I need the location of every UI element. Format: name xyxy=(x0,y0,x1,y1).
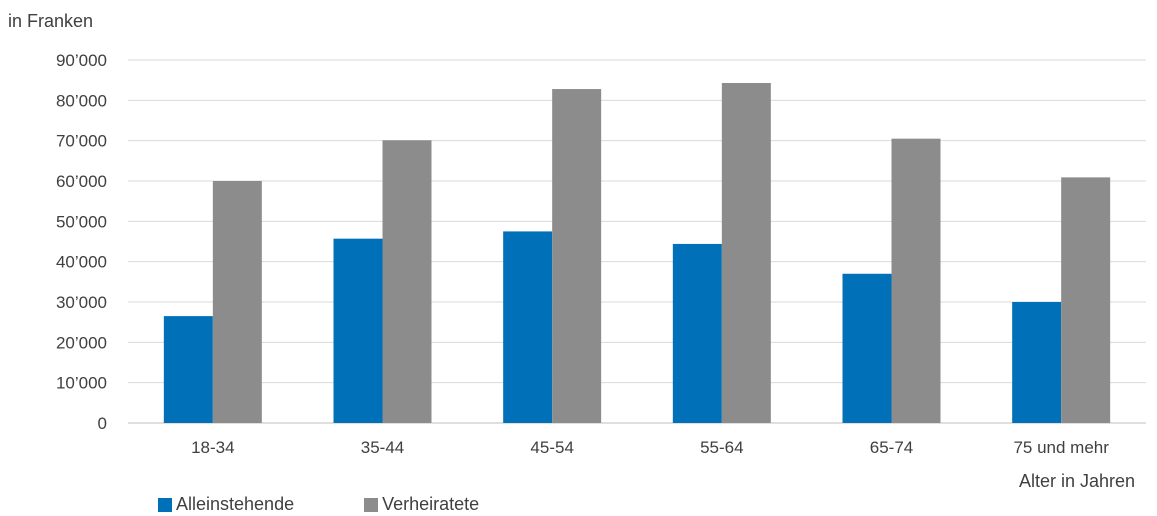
bars xyxy=(163,82,1111,424)
y-tick-label: 40’000 xyxy=(56,253,107,272)
bar-alleinstehende-18-34 xyxy=(163,316,213,423)
y-tick-label: 0 xyxy=(98,414,107,433)
bar-verheiratete-18-34 xyxy=(212,181,262,423)
x-tick-labels: 18-34 35-44 45-54 55-64 65-74 75 und mehr xyxy=(191,438,1109,457)
x-tick-label: 75 und mehr xyxy=(1013,438,1109,457)
legend-label-verheiratete: Verheiratete xyxy=(382,494,480,514)
y-tick-labels: 0 10’000 20’000 30’000 40’000 50’000 60’000 70’… xyxy=(56,51,107,433)
x-tick-label: 55-64 xyxy=(700,438,743,457)
legend: Alleinstehende Verheiratete xyxy=(158,494,549,515)
x-tick-label: 45-54 xyxy=(530,438,573,457)
x-tick-label: 65-74 xyxy=(870,438,913,457)
y-tick-label: 70’000 xyxy=(56,132,107,151)
bar-verheiratete-65-74 xyxy=(891,138,941,423)
bar-chart: in Franken 0 10’000 20’000 30’000 40’000 50’0… xyxy=(8,11,1146,490)
bar-alleinstehende-65-74 xyxy=(842,273,892,423)
bar-alleinstehende-35-44 xyxy=(333,238,383,423)
legend-item-verheiratete: Verheiratete xyxy=(364,494,479,515)
y-tick-label: 50’000 xyxy=(56,212,107,231)
y-tick-label: 30’000 xyxy=(56,293,107,312)
y-axis-label: in Franken xyxy=(8,11,93,31)
bar-verheiratete-75-und-mehr xyxy=(1061,177,1111,423)
y-tick-label: 20’000 xyxy=(56,333,107,352)
x-tick-label: 35-44 xyxy=(361,438,404,457)
x-axis-label: Alter in Jahren xyxy=(1019,471,1135,490)
legend-swatch-alleinstehende xyxy=(158,497,172,512)
y-tick-label: 80’000 xyxy=(56,91,107,110)
bar-verheiratete-45-54 xyxy=(552,89,602,423)
x-tick-label: 18-34 xyxy=(191,438,234,457)
legend-item-alleinstehende: Alleinstehende xyxy=(158,494,294,515)
y-tick-label: 90’000 xyxy=(56,51,107,70)
bar-verheiratete-35-44 xyxy=(382,140,432,423)
y-tick-label: 60’000 xyxy=(56,172,107,191)
legend-swatch-verheiratete xyxy=(364,497,379,512)
gridlines xyxy=(128,59,1146,424)
bar-alleinstehende-55-64 xyxy=(672,243,722,423)
legend-label-alleinstehende: Alleinstehende xyxy=(176,494,295,514)
bar-alleinstehende-75-und-mehr xyxy=(1012,302,1062,423)
bar-alleinstehende-45-54 xyxy=(503,231,553,423)
bar-verheiratete-55-64 xyxy=(721,82,771,424)
y-tick-label: 10’000 xyxy=(56,374,107,393)
